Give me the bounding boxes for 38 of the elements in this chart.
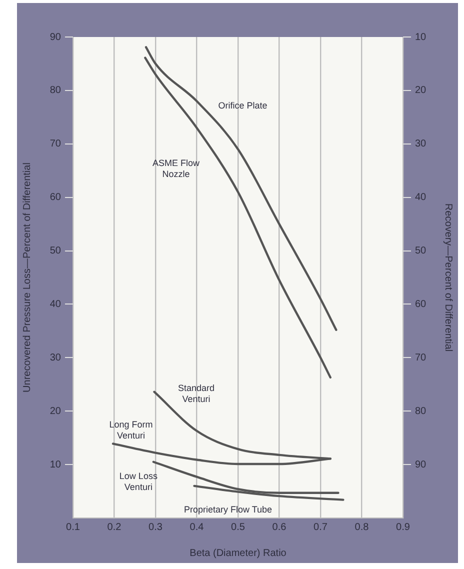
x-tick-label: 0.7 [314,522,328,533]
series-label: ASME Flow Nozzle [152,158,200,179]
y2-tick-label: 70 [415,352,427,364]
y2-tick-label: 10 [415,32,427,43]
x-tick-label: 0.6 [272,522,287,533]
y2-tick-label: 30 [415,138,427,150]
series-label: Proprietary Flow Tube [184,504,272,514]
y-axis-title: Unrecovered Pressure Loss—Percent of Differential [22,162,33,392]
x-tick-label: 0.5 [231,522,246,533]
series-label: Orifice Plate [218,100,268,111]
x-tick-label: 0.4 [190,522,204,533]
y2-tick-label: 60 [415,298,427,310]
x-tick-label: 0.2 [107,522,122,533]
y-tick-label: 60 [50,192,62,204]
y-tick-label: 80 [50,85,62,96]
y-tick-label: 70 [50,138,62,150]
y-tick-label: 20 [50,406,62,417]
x-tick-label: 0.8 [354,522,370,533]
y-tick-label: 40 [50,298,62,310]
y2-tick-label: 20 [415,85,427,96]
x-tick-label: 0.9 [396,522,410,533]
x-tick-label: 0.1 [66,522,80,533]
y2-tick-label: 90 [415,459,427,470]
line-series [144,56,332,379]
y2-axis-title: Recovery—Percent of Differential [442,203,454,352]
series-label: Standard Venturi [178,382,215,404]
series-label: Long Form Venturi [109,420,153,441]
line-series [144,46,338,331]
x-tick-label: 0.3 [148,522,163,533]
y2-tick-label: 80 [415,406,427,417]
x-axis-title: Beta (Diameter) Ratio [190,548,287,559]
y-tick-label: 10 [50,459,62,470]
y-tick-label: 50 [50,246,62,257]
y-tick-label: 90 [50,32,62,43]
y2-tick-label: 50 [415,246,427,257]
y2-tick-label: 40 [415,192,427,204]
y-tick-label: 30 [50,352,62,364]
series-label: Low Loss Venturi [119,470,158,492]
